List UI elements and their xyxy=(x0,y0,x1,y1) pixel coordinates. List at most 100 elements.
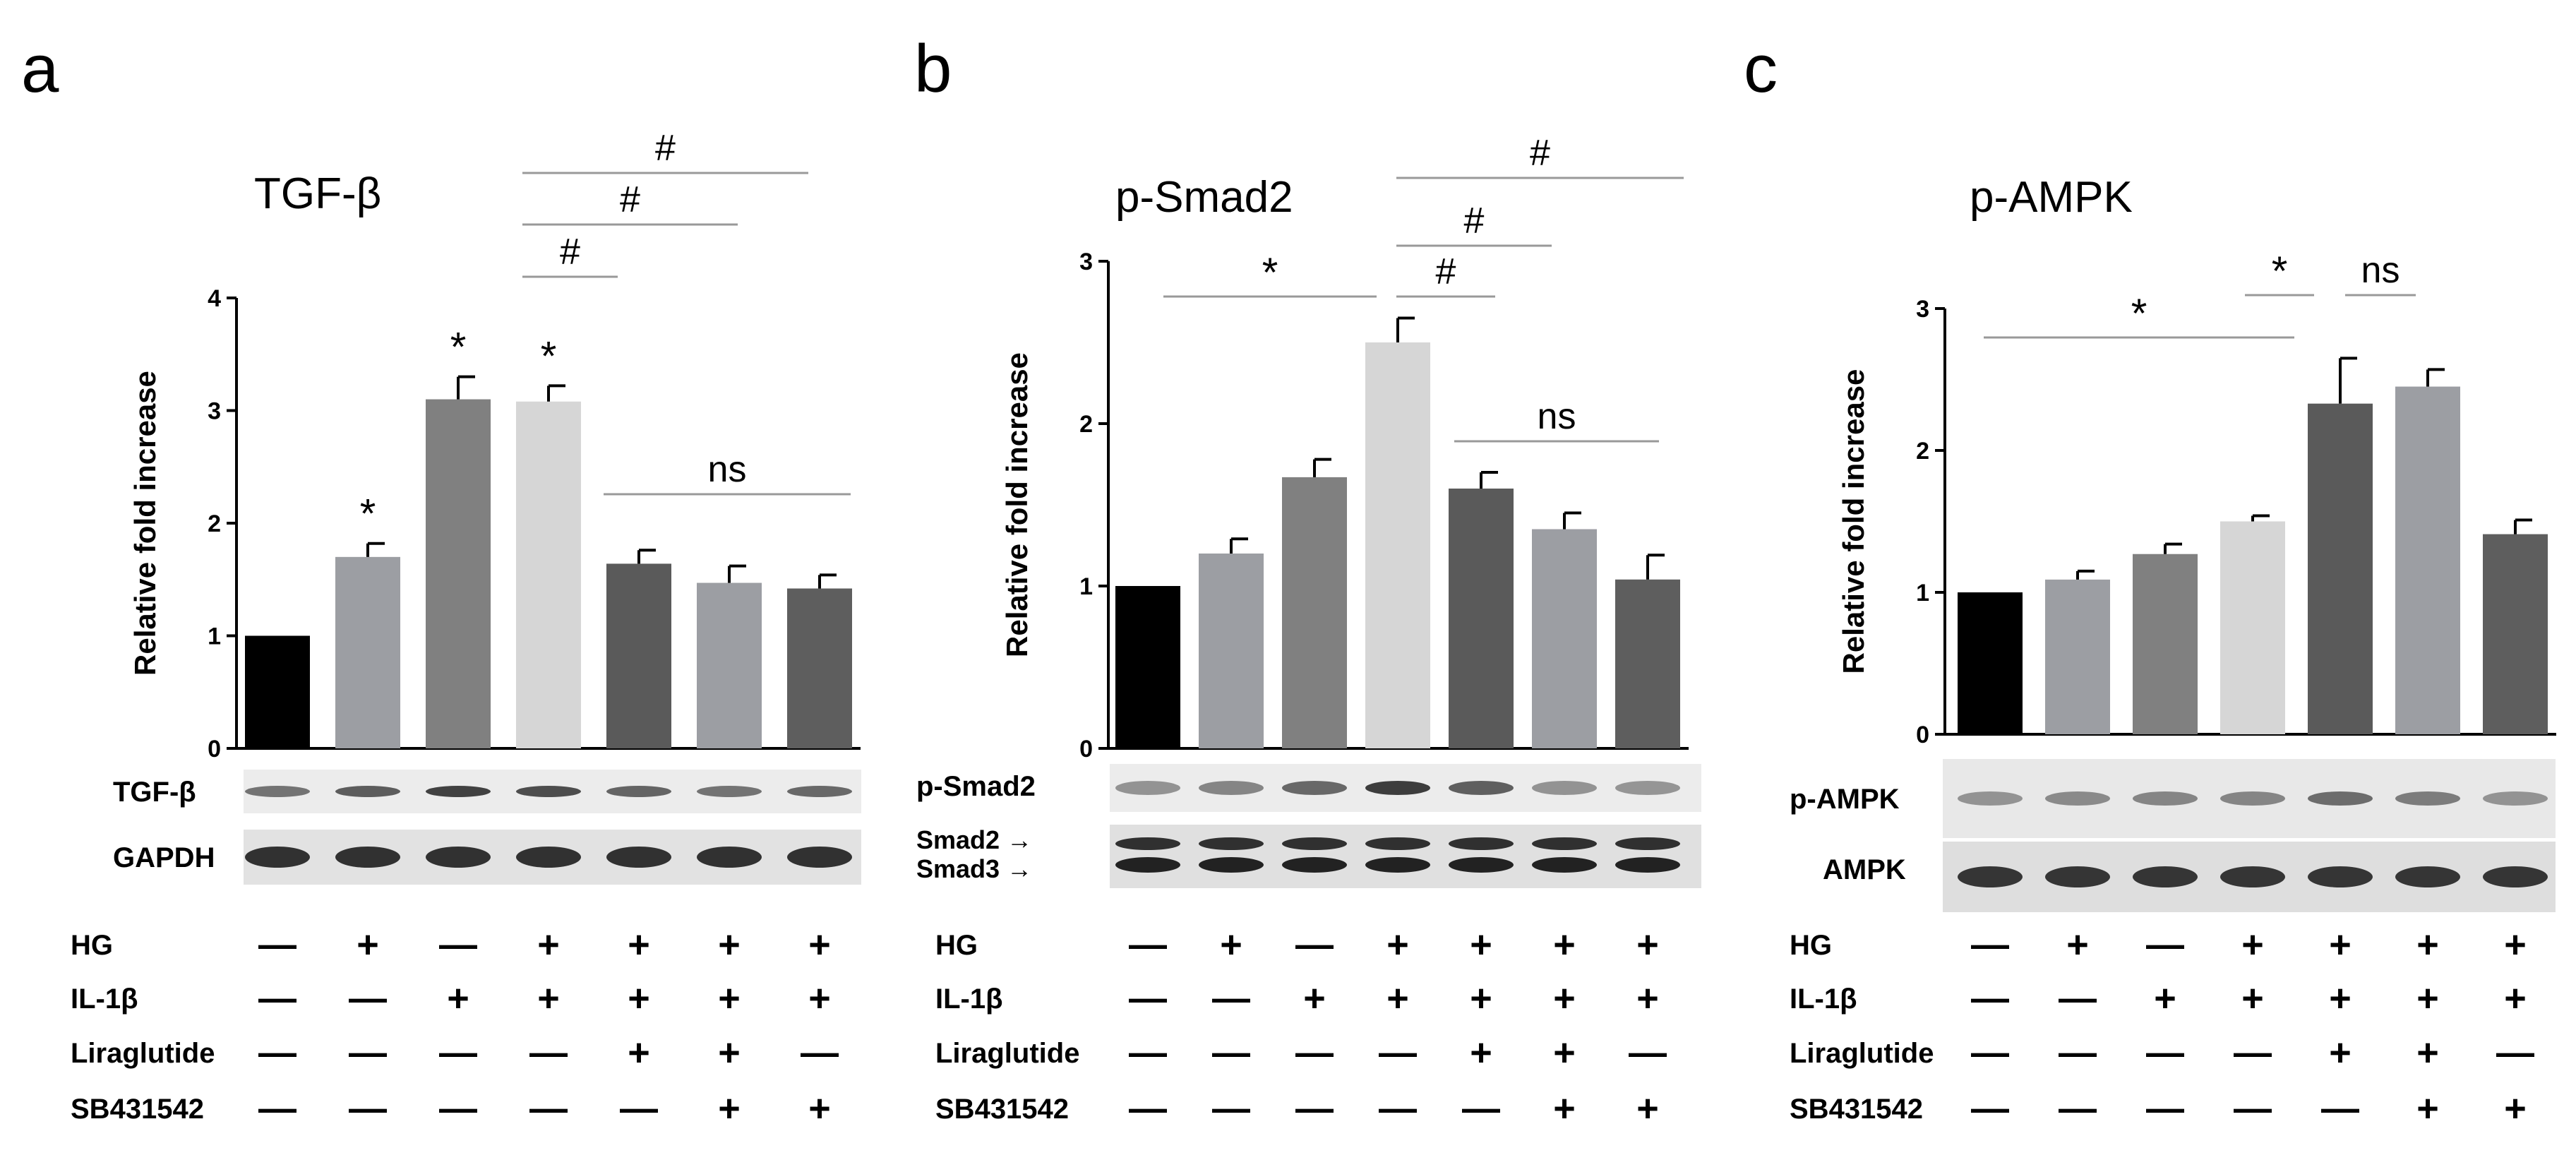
treatment-symbol: — xyxy=(1295,923,1334,966)
blot-band xyxy=(516,847,581,868)
blot-band xyxy=(2308,791,2373,806)
treatment-symbol: + xyxy=(537,977,560,1020)
significance-star: * xyxy=(360,491,376,537)
blot-band xyxy=(1282,837,1347,850)
blot-band xyxy=(426,786,491,797)
treatment-symbol: — xyxy=(2234,1087,2272,1130)
treatment-symbol: — xyxy=(1129,923,1167,966)
treatment-symbol: — xyxy=(2234,1032,2272,1074)
significance-label: # xyxy=(1436,251,1456,292)
treatment-symbol: + xyxy=(1220,923,1242,966)
blot-band xyxy=(606,786,671,797)
y-tick-label: 2 xyxy=(1916,438,1929,465)
blot-band xyxy=(2045,866,2110,887)
blot-band xyxy=(2483,791,2548,806)
y-tick-label: 3 xyxy=(208,398,221,425)
treatment-table-b: HG — + — + + + + IL-1β — — + + + + + Liraglutide — — — — + + — S… xyxy=(935,923,1667,1130)
chart-p-ampk: p-AMPK Relative fold increase 0 1 2 3 * * ns xyxy=(1837,173,2556,748)
treatment-symbol: — xyxy=(2146,923,2184,966)
treatment-symbol: + xyxy=(718,977,741,1020)
treatment-label: HG xyxy=(935,930,978,961)
treatment-symbol: — xyxy=(529,1032,568,1074)
bar xyxy=(1449,489,1514,748)
blot-band xyxy=(2220,791,2285,806)
y-tick-label: 3 xyxy=(1079,249,1093,275)
bar xyxy=(2395,386,2460,734)
bar xyxy=(2483,534,2548,734)
blot-band xyxy=(1282,857,1347,873)
treatment-symbol: + xyxy=(1303,977,1326,1020)
treatment-symbol: + xyxy=(1636,1087,1659,1130)
blot-band xyxy=(787,847,852,868)
panel-letter-b: b xyxy=(914,31,952,107)
bar xyxy=(1282,477,1347,748)
blot-label-ampk: AMPK xyxy=(1823,854,1906,885)
treatment-symbol: — xyxy=(439,1087,477,1130)
bar xyxy=(2308,403,2373,734)
treatment-symbol: + xyxy=(357,923,379,966)
blot-band xyxy=(245,786,310,797)
y-tick-label: 3 xyxy=(1916,296,1929,323)
blot-band xyxy=(1115,837,1180,850)
chart-title: p-AMPK xyxy=(1970,173,2133,222)
chart-tgf-beta: TGF-β Relative fold increase 0 1 2 3 4 * * * # # # ns xyxy=(128,128,861,763)
treatment-symbol: + xyxy=(1553,1087,1576,1130)
treatment-symbol: — xyxy=(1971,1087,2009,1130)
treatment-symbol: — xyxy=(620,1087,658,1130)
blot-band xyxy=(606,847,671,868)
treatment-symbol: + xyxy=(537,923,560,966)
treatment-symbol: + xyxy=(2329,1032,2352,1074)
treatment-symbol: — xyxy=(1129,1087,1167,1130)
significance-label: # xyxy=(560,232,580,273)
y-tick-label: 2 xyxy=(208,510,221,537)
chart-title: p-Smad2 xyxy=(1115,173,1293,222)
significance-label: * xyxy=(2131,291,2147,337)
blot-label-p-ampk: p-AMPK xyxy=(1790,784,1900,815)
blot-band xyxy=(1615,837,1680,850)
treatment-symbol: — xyxy=(439,1032,477,1074)
treatment-symbol: — xyxy=(2321,1087,2359,1130)
treatment-symbol: — xyxy=(529,1087,568,1130)
western-blots: TGF-β GAPDH p-Smad2 Smad2 →Smad3 → p-AMPK AMP… xyxy=(113,759,2556,912)
treatment-symbol: — xyxy=(258,1087,296,1130)
treatment-label: Liraglutide xyxy=(935,1038,1079,1069)
blot-band xyxy=(1365,857,1430,873)
blot-band xyxy=(335,786,400,797)
blot-band xyxy=(787,786,852,797)
treatment-symbol: + xyxy=(2504,923,2527,966)
treatment-label: IL-1β xyxy=(1790,983,1857,1015)
treatment-symbol: — xyxy=(1629,1032,1667,1074)
bar xyxy=(1532,529,1597,748)
blot-band xyxy=(1199,857,1264,873)
bar xyxy=(1615,579,1680,748)
bar xyxy=(2220,521,2285,734)
significance-label: # xyxy=(655,128,676,169)
bar xyxy=(245,635,310,748)
bar xyxy=(426,399,491,748)
treatment-symbol: + xyxy=(628,1032,650,1074)
treatment-symbol: + xyxy=(1470,977,1492,1020)
treatment-symbol: — xyxy=(2496,1032,2534,1074)
blot-band xyxy=(1449,837,1514,850)
blot-band xyxy=(2133,866,2198,887)
treatment-symbol: — xyxy=(2146,1032,2184,1074)
blot-band xyxy=(697,847,762,868)
blot-label-smad3: Smad3 → xyxy=(916,854,1032,883)
treatment-label: Liraglutide xyxy=(71,1038,215,1069)
blot-band xyxy=(1115,857,1180,873)
bar xyxy=(2133,554,2198,734)
treatment-symbol: — xyxy=(1129,977,1167,1020)
blot-band xyxy=(2395,866,2460,887)
treatment-label: SB431542 xyxy=(935,1094,1069,1125)
chart-title: TGF-β xyxy=(254,169,381,218)
treatment-symbol: — xyxy=(1212,1087,1250,1130)
treatment-symbol: — xyxy=(1379,1087,1417,1130)
treatment-symbol: — xyxy=(258,977,296,1020)
blot-band xyxy=(335,847,400,868)
treatment-symbol: — xyxy=(1971,923,2009,966)
blot-band xyxy=(2395,791,2460,806)
treatment-symbol: — xyxy=(801,1032,839,1074)
treatment-symbol: + xyxy=(1386,923,1409,966)
treatment-symbol: — xyxy=(2146,1087,2184,1130)
